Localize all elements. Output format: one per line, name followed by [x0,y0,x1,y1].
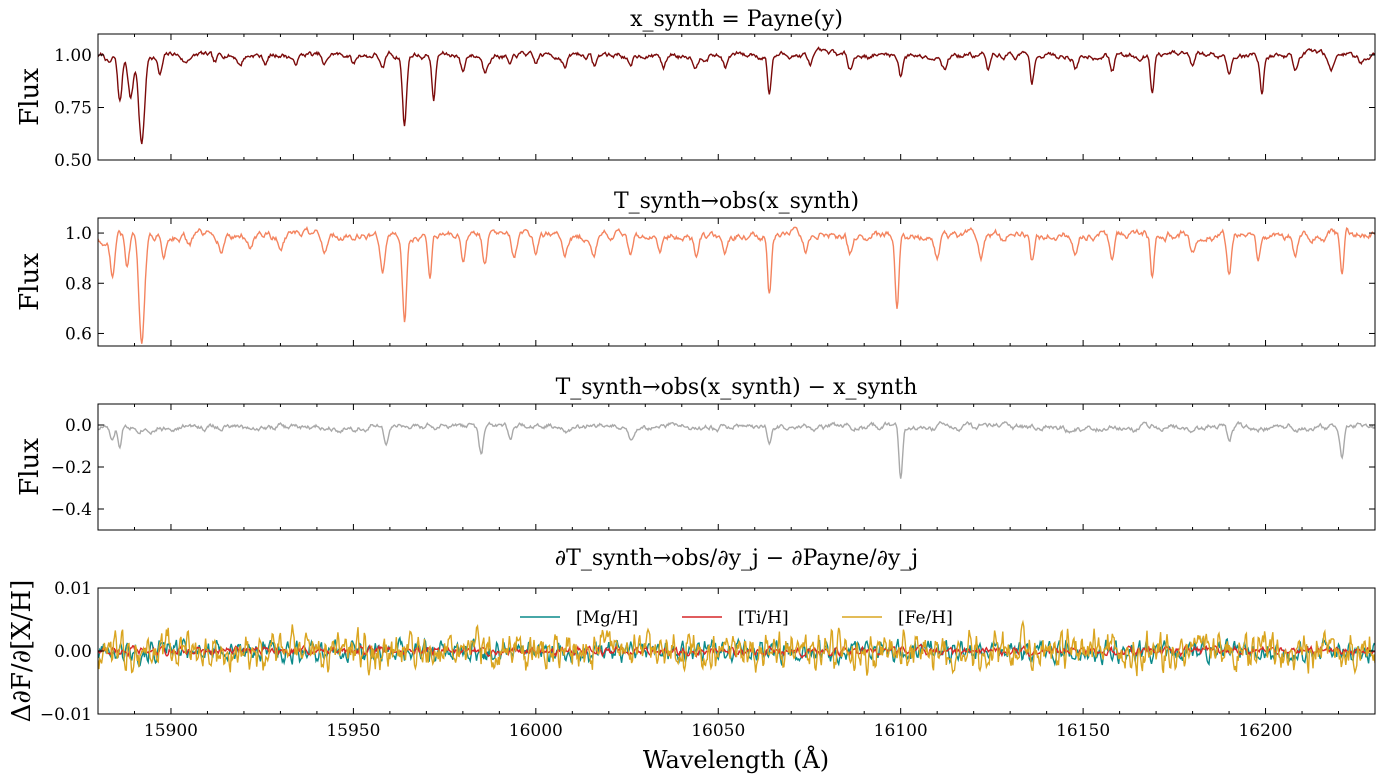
y-tick-label: 0.6 [65,324,92,344]
plot-frame [97,217,1376,347]
y-tick-label: −0.4 [51,500,92,520]
legend-label: [Fe/H] [898,608,953,628]
panel-title: T_synth→obs(x_synth) − x_synth [556,375,918,400]
x-tick-label: 16150 [1056,721,1110,741]
x-tick-label: 15950 [326,721,380,741]
series-line-feh [98,619,1375,677]
x-tick-label: 16050 [691,721,745,741]
y-axis-label: Δ∂F/∂[X/H] [7,580,37,723]
spectrum-line [98,226,1375,344]
y-tick-label: 0.75 [54,99,92,119]
y-tick-label: 0.8 [65,274,92,294]
spectrum-line [98,46,1375,145]
x-tick-label: 15900 [144,721,198,741]
x-tick-label: 16000 [509,721,563,741]
y-tick-label: 0.50 [54,151,92,171]
legend: [Mg/H] [Ti/H] [Fe/H] [520,608,953,628]
x-tick-label: 16200 [1238,721,1292,741]
panel-title: x_synth = Payne(y) [630,7,843,32]
panel-payne-synthetic: x_synth = Payne(y) Flux 0.50 0.75 1.00 [15,7,1376,171]
y-tick-label: 0.00 [54,642,92,662]
y-axis-label: Flux [15,68,45,126]
panel-transformed-synthetic: T_synth→obs(x_synth) Flux 0.6 0.8 1.0 [15,189,1376,347]
legend-label: [Ti/H] [738,608,789,628]
panel-title: ∂T_synth→obs/∂y_j − ∂Payne/∂y_j [555,546,918,571]
legend-label: [Mg/H] [576,608,638,628]
series-line-mgh [98,635,1375,668]
y-tick-label: −0.01 [40,705,92,725]
panel-title: T_synth→obs(x_synth) [614,189,859,214]
plot-frame [97,33,1376,161]
y-tick-label: 1.0 [65,224,92,244]
spectrum-line [98,420,1375,479]
panel-residual: T_synth→obs(x_synth) − x_synth Flux −0.4 −0… [15,375,1376,531]
x-axis-label: Wavelength (Å) [643,745,829,774]
y-axis-label: Flux [15,438,45,496]
y-tick-label: −0.2 [51,458,92,478]
y-tick-label: 1.00 [54,46,92,66]
y-tick-label: 0.01 [54,579,92,599]
plot-frame [97,403,1376,531]
y-tick-label: 0.0 [65,416,92,436]
y-axis-label: Flux [15,253,45,311]
x-tick-label: 16100 [874,721,928,741]
panel-gradient-difference: ∂T_synth→obs/∂y_j − ∂Payne/∂y_j Δ∂F/∂[X/H… [7,546,1376,741]
